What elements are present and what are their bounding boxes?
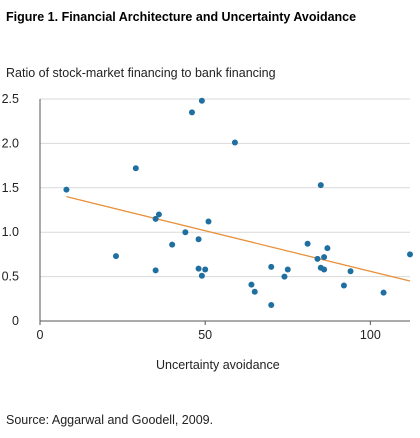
source-note: Source: Aggarwal and Goodell, 2009.	[6, 413, 214, 427]
data-point	[268, 302, 275, 309]
data-point	[347, 268, 354, 275]
data-point	[321, 266, 328, 273]
data-point	[152, 215, 159, 222]
x-tick-labels: 0 50 100	[37, 321, 381, 342]
data-point	[380, 289, 387, 296]
x-axis-label: Uncertainty avoidance	[156, 358, 280, 372]
data-point	[188, 109, 195, 116]
y-tick-label: 0.5	[2, 270, 19, 284]
y-tick-label: 2.0	[2, 136, 19, 150]
data-point	[205, 218, 212, 225]
data-point	[284, 266, 291, 273]
data-point	[155, 211, 162, 218]
data-point	[182, 229, 189, 236]
data-point	[304, 240, 311, 247]
x-tick-label: 0	[37, 328, 44, 342]
data-point	[324, 245, 331, 252]
x-tick-label: 50	[198, 328, 212, 342]
data-point	[152, 267, 159, 274]
data-point	[195, 265, 202, 272]
y-tick-label: 2.5	[2, 92, 19, 106]
data-point	[340, 282, 347, 289]
data-point	[195, 236, 202, 243]
trendline-group	[66, 196, 411, 282]
axes	[39, 99, 410, 322]
data-point	[63, 186, 70, 193]
y-axis-label: Ratio of stock-market financing to bank …	[6, 66, 276, 80]
data-point	[231, 139, 238, 146]
data-point	[321, 254, 328, 261]
y-tick-labels: 0 0.5 1.0 1.5 2.0 2.5	[2, 92, 19, 328]
data-point	[251, 288, 258, 295]
data-point	[317, 182, 324, 189]
data-point	[198, 97, 205, 104]
data-points	[63, 97, 413, 309]
data-point	[169, 241, 176, 248]
data-point	[202, 266, 209, 273]
data-point	[248, 281, 255, 288]
data-point	[314, 255, 321, 262]
data-point	[281, 273, 288, 280]
trendline	[66, 196, 411, 282]
data-point	[112, 253, 119, 260]
chart-title: Figure 1. Financial Architecture and Unc…	[6, 10, 357, 24]
gridlines	[40, 98, 410, 278]
data-point	[132, 165, 139, 172]
data-point	[198, 272, 205, 279]
y-tick-label: 1.0	[2, 225, 19, 239]
y-tick-label: 0	[12, 314, 19, 328]
data-point	[268, 263, 275, 270]
data-point	[407, 251, 413, 258]
y-tick-label: 1.5	[2, 181, 19, 195]
x-tick-label: 100	[360, 328, 381, 342]
